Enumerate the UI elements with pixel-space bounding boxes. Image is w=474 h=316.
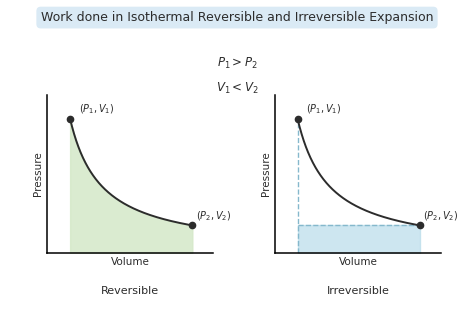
Text: $(P_2, V_2)$: $(P_2, V_2)$ bbox=[196, 209, 231, 223]
Y-axis label: Pressure: Pressure bbox=[33, 151, 43, 196]
X-axis label: Volume: Volume bbox=[338, 257, 377, 267]
X-axis label: Volume: Volume bbox=[111, 257, 150, 267]
Text: Work done in Isothermal Reversible and Irreversible Expansion: Work done in Isothermal Reversible and I… bbox=[41, 11, 433, 24]
Text: $(P_2, V_2)$: $(P_2, V_2)$ bbox=[423, 209, 459, 223]
Y-axis label: Pressure: Pressure bbox=[261, 151, 271, 196]
Text: Reversible: Reversible bbox=[101, 286, 159, 296]
Text: $V_1 < V_2$: $V_1 < V_2$ bbox=[216, 81, 258, 96]
Text: $(P_1, V_1)$: $(P_1, V_1)$ bbox=[79, 103, 114, 116]
Text: $P_1 > P_2$: $P_1 > P_2$ bbox=[217, 56, 257, 71]
Text: $(P_1, V_1)$: $(P_1, V_1)$ bbox=[306, 103, 342, 116]
Text: Irreversible: Irreversible bbox=[327, 286, 389, 296]
